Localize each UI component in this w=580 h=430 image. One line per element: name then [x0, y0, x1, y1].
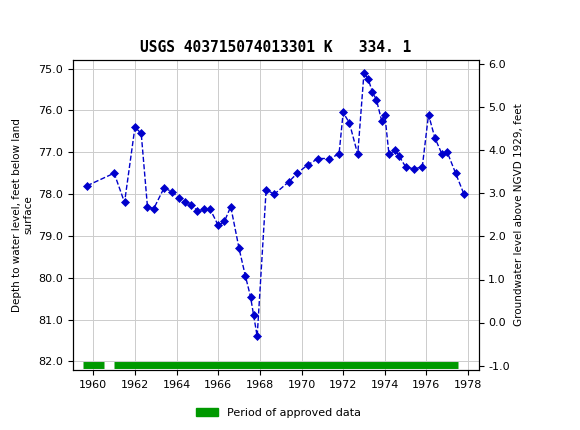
Y-axis label: Groundwater level above NGVD 1929, feet: Groundwater level above NGVD 1929, feet — [514, 104, 524, 326]
Legend: Period of approved data: Period of approved data — [191, 403, 365, 422]
Y-axis label: Depth to water level, feet below land
surface: Depth to water level, feet below land su… — [12, 118, 34, 312]
Title: USGS 403715074013301 K   334. 1: USGS 403715074013301 K 334. 1 — [140, 40, 411, 55]
Text: ▒USGS: ▒USGS — [10, 12, 90, 34]
